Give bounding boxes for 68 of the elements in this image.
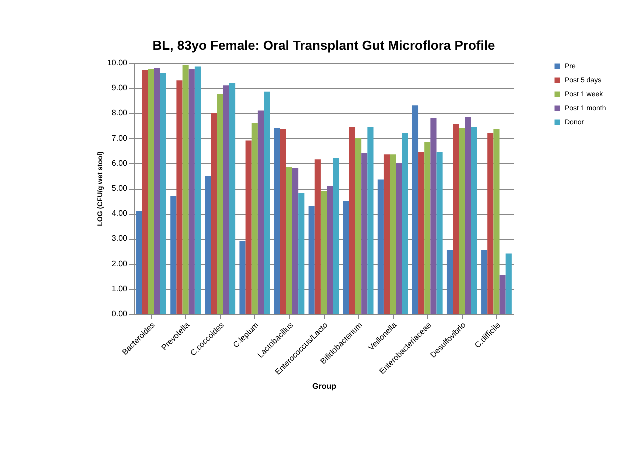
- bar: [412, 106, 419, 314]
- bar: [154, 68, 160, 314]
- bar: [402, 133, 408, 314]
- bar: [170, 196, 177, 314]
- bar: [465, 116, 472, 314]
- bar: [459, 128, 466, 314]
- bar: [446, 250, 454, 314]
- bar: [160, 73, 166, 314]
- bar: [482, 250, 488, 314]
- y-tick-label: 9.00: [112, 84, 128, 93]
- bar: [471, 127, 478, 314]
- bar: [286, 167, 292, 314]
- bar: [362, 153, 368, 314]
- bar: [274, 128, 280, 314]
- bar: [298, 194, 305, 314]
- bar: [292, 168, 299, 314]
- bar: [424, 142, 431, 314]
- y-tick-label: 0.00: [112, 310, 128, 318]
- bar: [488, 133, 494, 314]
- bar: [453, 124, 460, 314]
- y-tick-label: 1.00: [112, 284, 128, 294]
- bar: [246, 140, 252, 314]
- bar: [176, 80, 183, 314]
- bar: [229, 83, 236, 314]
- bar: [349, 127, 356, 314]
- y-tick-label: 8.00: [112, 108, 128, 118]
- bar: [343, 201, 350, 314]
- y-tick-label: 3.00: [112, 234, 128, 244]
- bar: [430, 118, 437, 314]
- bar: [436, 152, 443, 314]
- bar: [252, 123, 258, 314]
- bar: [506, 254, 512, 314]
- bar: [211, 113, 218, 314]
- bar: [396, 163, 402, 314]
- bar: [494, 130, 500, 314]
- bar: [500, 275, 506, 314]
- bar: [223, 86, 230, 314]
- bar: [280, 130, 286, 314]
- y-tick-label: 5.00: [112, 184, 128, 193]
- bar: [333, 158, 340, 314]
- y-tick-label: 7.00: [112, 134, 128, 143]
- bar: [240, 241, 246, 314]
- bar: [148, 69, 154, 314]
- bar: [320, 191, 328, 314]
- bar: [264, 92, 270, 314]
- bar: [217, 94, 224, 314]
- bar: [314, 160, 321, 314]
- y-tick-label: 4.00: [112, 209, 128, 218]
- bar: [378, 180, 384, 314]
- bar: [356, 138, 362, 314]
- bar: [194, 66, 202, 314]
- bar: [368, 127, 374, 314]
- bar: [327, 186, 334, 314]
- bar: [418, 152, 425, 314]
- y-tick-label: 10.00: [107, 58, 128, 68]
- bar: [205, 176, 212, 314]
- bar: [142, 70, 148, 314]
- chart-title: BL, 83yo Female: Oral Transplant Gut Microflora Profile: [152, 38, 496, 53]
- bar: [182, 66, 189, 314]
- bar: [384, 154, 390, 314]
- bar: [308, 206, 315, 314]
- y-tick-label: 6.00: [112, 158, 128, 168]
- y-tick-label: 2.00: [112, 259, 128, 268]
- bar: [258, 110, 264, 314]
- bar: [390, 154, 396, 314]
- x-axis-title: Group: [312, 382, 337, 391]
- bar: [188, 69, 195, 314]
- bar: [136, 211, 142, 314]
